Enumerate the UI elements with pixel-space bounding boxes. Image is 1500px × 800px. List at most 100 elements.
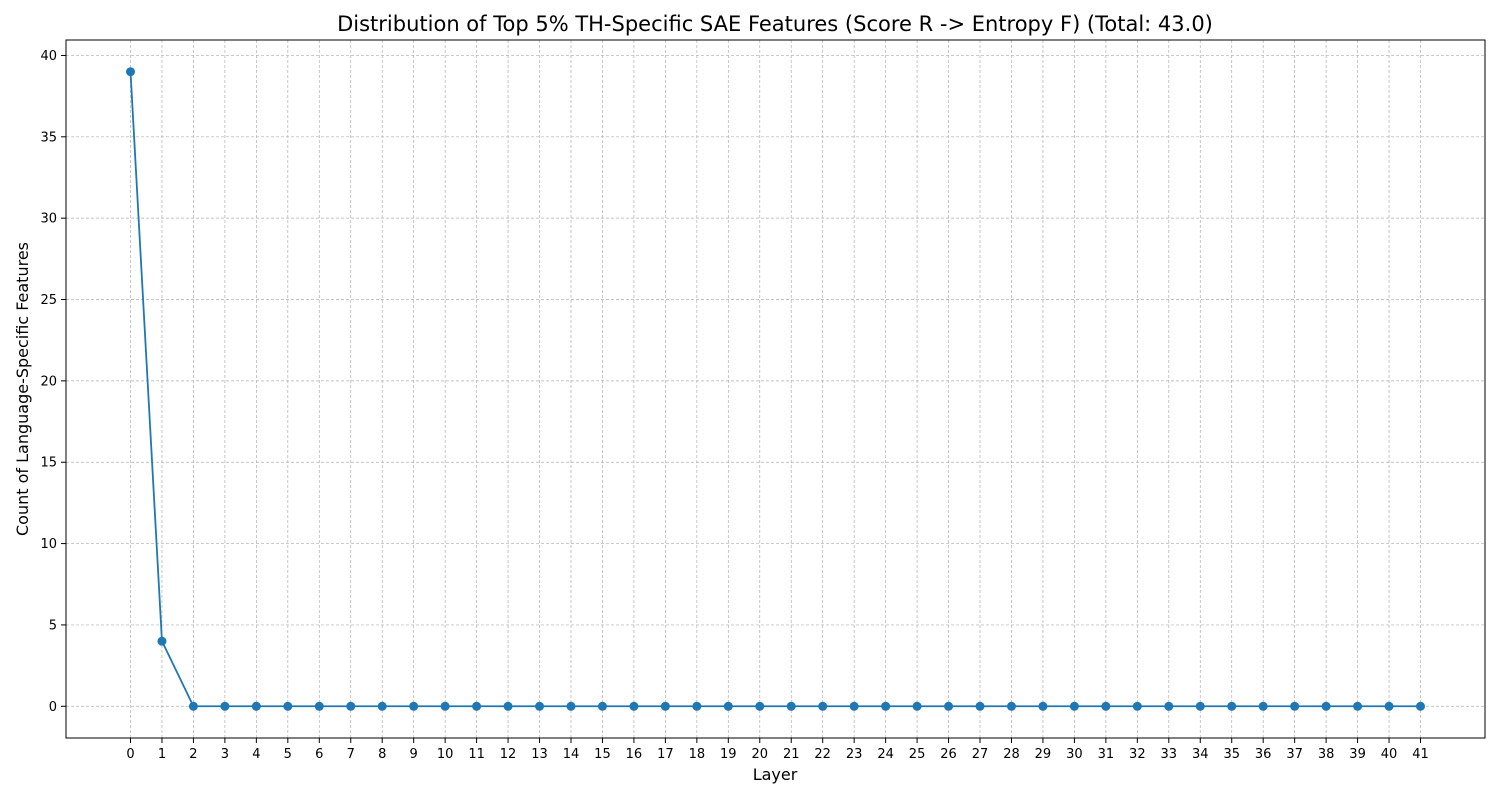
data-point	[126, 67, 135, 77]
data-point	[535, 701, 545, 711]
x-tick-label: 41	[1412, 747, 1429, 762]
x-tick-label: 40	[1381, 747, 1398, 762]
x-tick-label: 28	[1003, 747, 1020, 762]
y-tick-label: 10	[40, 537, 57, 552]
x-tick-label: 1	[158, 747, 166, 762]
data-point	[723, 701, 733, 711]
data-point	[472, 701, 482, 711]
x-tick-label: 38	[1318, 747, 1335, 762]
x-tick-label: 30	[1066, 747, 1083, 762]
data-point	[1353, 701, 1363, 711]
data-point	[912, 701, 922, 711]
x-tick-label: 25	[909, 747, 926, 762]
x-tick-label: 7	[347, 747, 355, 762]
data-point	[692, 701, 702, 711]
x-tick-label: 27	[972, 747, 989, 762]
plot-area	[126, 67, 1425, 711]
data-point	[1006, 701, 1016, 711]
x-tick-label: 9	[410, 747, 418, 762]
x-tick-label: 8	[378, 747, 386, 762]
x-tick-label: 17	[657, 747, 674, 762]
x-tick-label: 19	[720, 747, 737, 762]
grid	[66, 40, 1485, 738]
data-point	[755, 701, 765, 711]
data-point	[283, 701, 293, 711]
data-point	[157, 636, 167, 646]
y-tick-label: 5	[49, 618, 57, 633]
data-point	[818, 701, 828, 711]
data-point	[849, 701, 859, 711]
x-axis: 0 1 2 3 4 5 6 7 8 9 10 11 12 13 14 15 16 17 18 19 20 21 22 23 24…	[126, 738, 1429, 762]
x-tick-label: 11	[468, 747, 485, 762]
x-tick-label: 5	[284, 747, 292, 762]
x-tick-label: 22	[814, 747, 831, 762]
series-line	[129, 71, 1421, 708]
data-point	[377, 701, 387, 711]
data-point	[251, 701, 261, 711]
data-point	[409, 701, 419, 711]
data-point	[1290, 701, 1300, 711]
x-tick-label: 23	[846, 747, 863, 762]
x-tick-label: 6	[315, 747, 323, 762]
x-tick-label: 37	[1286, 747, 1303, 762]
x-tick-label: 20	[751, 747, 768, 762]
data-point	[220, 701, 230, 711]
x-tick-label: 15	[594, 747, 611, 762]
data-point	[440, 701, 450, 711]
data-point	[1132, 701, 1142, 711]
data-point	[503, 701, 513, 711]
x-tick-label: 36	[1255, 747, 1272, 762]
x-tick-label: 31	[1098, 747, 1115, 762]
x-tick-label: 16	[626, 747, 643, 762]
x-tick-label: 14	[563, 747, 580, 762]
x-tick-label: 0	[126, 747, 134, 762]
data-point	[1321, 701, 1331, 711]
x-tick-label: 18	[689, 747, 706, 762]
x-tick-label: 2	[189, 747, 197, 762]
x-tick-label: 39	[1349, 747, 1366, 762]
x-tick-label: 4	[252, 747, 260, 762]
chart-title: Distribution of Top 5% TH-Specific SAE F…	[337, 12, 1213, 36]
y-tick-label: 35	[40, 130, 57, 145]
y-tick-label: 25	[40, 293, 57, 308]
x-tick-label: 21	[783, 747, 800, 762]
data-point	[881, 701, 891, 711]
data-point	[597, 701, 607, 711]
data-point	[1038, 701, 1048, 711]
x-tick-label: 35	[1223, 747, 1240, 762]
data-point	[629, 701, 639, 711]
x-tick-label: 29	[1035, 747, 1052, 762]
data-point	[1416, 701, 1425, 711]
data-point	[314, 701, 324, 711]
y-tick-label: 0	[49, 700, 57, 715]
data-point	[566, 701, 576, 711]
x-tick-label: 12	[500, 747, 517, 762]
data-point	[1195, 701, 1205, 711]
y-tick-label: 40	[40, 49, 57, 64]
y-tick-label: 20	[40, 374, 57, 389]
x-tick-label: 13	[531, 747, 548, 762]
x-axis-label: Layer	[753, 765, 798, 784]
data-point	[1227, 701, 1237, 711]
data-point	[1164, 701, 1174, 711]
y-tick-label: 30	[40, 212, 57, 227]
data-point	[346, 701, 356, 711]
data-point	[660, 701, 670, 711]
y-axis-label: Count of Language-Specific Features	[13, 242, 32, 536]
x-tick-label: 10	[437, 747, 454, 762]
data-point	[1069, 701, 1079, 711]
data-point	[1101, 701, 1111, 711]
plot-frame	[65, 39, 1486, 739]
x-tick-label: 3	[221, 747, 229, 762]
y-tick-label: 15	[40, 456, 57, 471]
data-point	[1258, 701, 1268, 711]
data-point	[188, 701, 198, 711]
data-point	[944, 701, 954, 711]
x-tick-label: 24	[877, 747, 894, 762]
data-point	[975, 701, 985, 711]
data-point	[786, 701, 796, 711]
x-tick-label: 34	[1192, 747, 1209, 762]
x-tick-label: 32	[1129, 747, 1146, 762]
data-point	[1384, 701, 1394, 711]
